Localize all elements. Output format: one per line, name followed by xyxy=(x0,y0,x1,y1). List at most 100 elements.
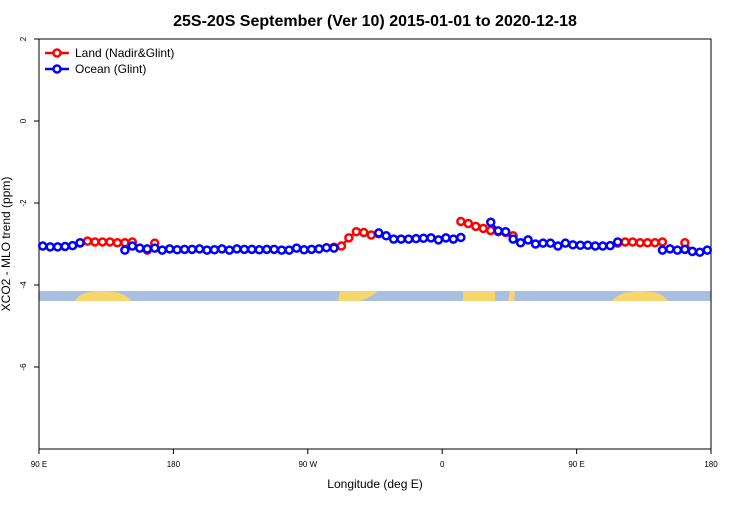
legend-marker xyxy=(52,48,62,58)
legend-label: Land (Nadir&Glint) xyxy=(75,46,174,60)
data-point xyxy=(127,241,138,251)
data-point xyxy=(276,245,287,255)
y-tick-label: -6 xyxy=(19,363,28,371)
data-point xyxy=(485,225,496,236)
data-point xyxy=(179,244,190,255)
data-point xyxy=(560,238,571,248)
data-point xyxy=(523,235,533,245)
data-point xyxy=(672,245,683,255)
data-point xyxy=(396,234,406,244)
data-point xyxy=(575,240,586,250)
data-point xyxy=(97,237,108,247)
data-point xyxy=(485,217,496,228)
data-point xyxy=(478,223,489,234)
data-point xyxy=(456,232,466,243)
x-tick-label: 90 E xyxy=(31,460,47,469)
data-point xyxy=(314,244,324,254)
legend: Land (Nadir&Glint) Ocean (Glint) xyxy=(45,46,174,76)
data-point xyxy=(657,237,668,247)
data-point xyxy=(657,245,668,255)
data-point xyxy=(45,242,55,252)
x-tick-label: 180 xyxy=(704,460,718,469)
data-point xyxy=(75,238,85,248)
data-point xyxy=(381,231,391,241)
data-point xyxy=(120,238,130,248)
data-point xyxy=(306,244,317,255)
data-point xyxy=(157,245,167,255)
data-point xyxy=(441,233,451,243)
x-tick-label: 180 xyxy=(167,460,181,469)
data-point xyxy=(366,230,377,240)
data-point xyxy=(90,237,100,247)
data-point xyxy=(418,233,429,244)
data-point xyxy=(702,245,713,255)
data-point xyxy=(187,244,197,255)
data-point xyxy=(209,244,220,255)
data-point xyxy=(67,240,78,251)
x-axis-label: Longitude (deg E) xyxy=(327,477,422,491)
data-point xyxy=(351,226,362,237)
data-point xyxy=(493,226,503,236)
data-point xyxy=(194,244,205,254)
data-point xyxy=(530,239,541,249)
data-point xyxy=(433,235,444,245)
y-tick-label: -4 xyxy=(19,281,28,289)
data-point xyxy=(284,245,294,255)
data-point xyxy=(172,244,182,255)
data-point xyxy=(463,218,474,229)
data-point xyxy=(149,243,160,253)
x-tick-label: 90 E xyxy=(568,460,584,469)
data-point xyxy=(642,238,653,248)
data-point xyxy=(254,244,265,255)
data-point xyxy=(60,241,70,252)
legend-label: Ocean (Glint) xyxy=(75,62,146,76)
x-tick-label: 90 W xyxy=(298,460,317,469)
y-tick-label: -2 xyxy=(19,199,28,207)
data-point xyxy=(105,237,115,247)
data-point xyxy=(590,241,601,251)
data-point xyxy=(695,247,705,257)
data-point xyxy=(553,241,563,251)
data-point xyxy=(545,238,556,248)
legend-marker xyxy=(52,64,62,74)
data-point xyxy=(508,234,518,244)
data-point xyxy=(635,238,645,248)
data-point xyxy=(82,236,93,246)
data-point xyxy=(329,243,339,253)
data-point xyxy=(261,244,272,255)
data-point xyxy=(135,243,145,253)
data-point xyxy=(164,244,175,254)
data-point xyxy=(411,233,421,244)
data-point xyxy=(650,238,660,248)
data-point xyxy=(120,245,130,255)
data-point xyxy=(247,244,257,255)
data-point xyxy=(500,226,511,237)
data-point xyxy=(217,244,227,254)
chart-title: 25S-20S September (Ver 10) 2015-01-01 to… xyxy=(173,13,577,30)
data-point xyxy=(239,244,250,255)
data-point xyxy=(583,240,593,250)
data-point xyxy=(620,237,630,247)
x-tick-label: 0 xyxy=(440,460,445,469)
data-point xyxy=(605,240,615,251)
data-point xyxy=(344,233,354,243)
data-point xyxy=(142,244,153,254)
data-point xyxy=(388,234,399,244)
data-point xyxy=(269,244,279,255)
data-point xyxy=(299,244,309,255)
data-point xyxy=(373,228,384,238)
data-point xyxy=(232,244,242,254)
data-point xyxy=(37,241,48,251)
map-strip xyxy=(39,291,711,301)
data-point xyxy=(515,238,526,248)
data-point xyxy=(426,233,436,243)
data-point xyxy=(627,237,638,247)
data-point xyxy=(112,238,123,248)
data-point xyxy=(568,240,578,250)
data-point xyxy=(687,246,698,257)
data-point xyxy=(224,245,235,255)
data-point xyxy=(680,244,690,255)
data-point xyxy=(456,216,466,227)
y-tick-label: 2 xyxy=(19,36,28,41)
data-point xyxy=(597,241,608,251)
